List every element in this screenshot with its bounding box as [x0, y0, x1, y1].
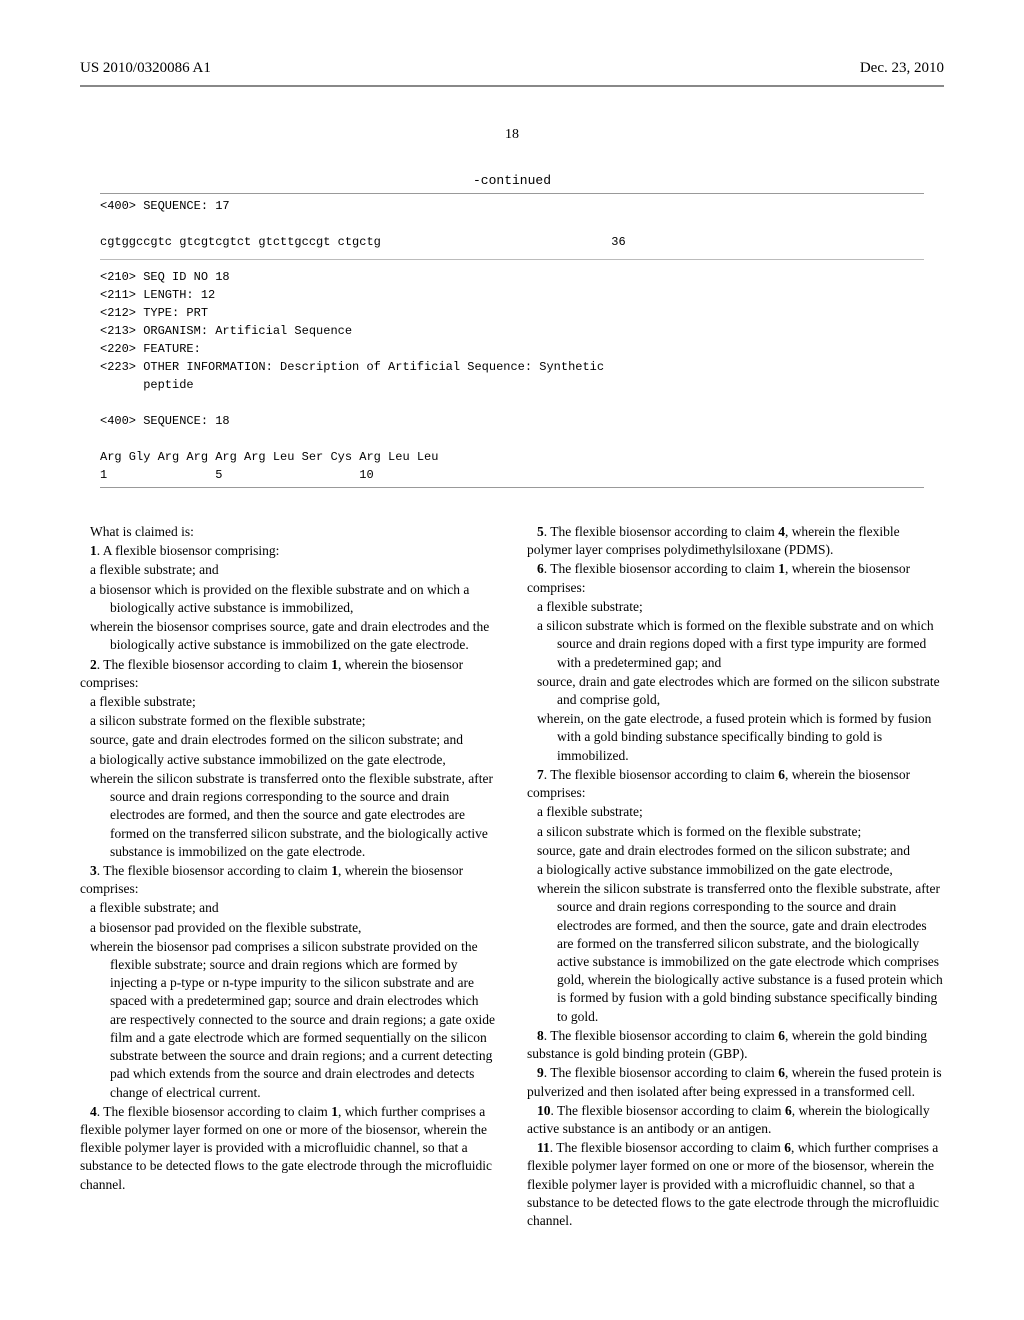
claim-11-num: 11 [537, 1140, 550, 1155]
claim-5-c: 4 [778, 524, 785, 539]
claims-intro: What is claimed is: [80, 523, 497, 541]
seq18-l6: <223> OTHER INFORMATION: Description of … [100, 360, 604, 374]
claim-2-l1: a flexible substrate; [80, 693, 497, 711]
claim-1: 1. A flexible biosensor comprising: [80, 542, 497, 560]
claim-8: 8. The flexible biosensor according to c… [527, 1027, 944, 1063]
claim-2-b: . The flexible biosensor according to cl… [97, 657, 331, 672]
seq-bottom-rule [100, 487, 924, 488]
right-column: 5. The flexible biosensor according to c… [527, 523, 944, 1231]
claim-11-b: . The flexible biosensor according to cl… [550, 1140, 784, 1155]
claim-3-l2: a biosensor pad provided on the flexible… [80, 919, 497, 937]
seq17-line1: <400> SEQUENCE: 17 [100, 199, 230, 213]
claim-6-l1: a flexible substrate; [527, 598, 944, 616]
header-rule [80, 85, 944, 87]
seq17-line2: cgtggccgtc gtcgtcgtct gtcttgccgt ctgctg … [100, 235, 626, 249]
claim-7-l4: a biologically active substance immobili… [527, 861, 944, 879]
seq18-l10: 1 5 10 [100, 468, 374, 482]
claim-7-b: . The flexible biosensor according to cl… [544, 767, 778, 782]
claim-9-num: 9 [537, 1065, 544, 1080]
claim-10-b: . The flexible biosensor according to cl… [551, 1103, 785, 1118]
claim-8-num: 8 [537, 1028, 544, 1043]
seq-sep-rule [100, 259, 924, 260]
claim-1-l1: a flexible substrate; and [80, 561, 497, 579]
claim-3-num: 3 [90, 863, 97, 878]
claim-3-l1: a flexible substrate; and [80, 899, 497, 917]
claim-1-num: 1 [90, 543, 97, 558]
claim-7-l5: wherein the silicon substrate is transfe… [527, 880, 944, 1026]
claim-10: 10. The flexible biosensor according to … [527, 1102, 944, 1138]
claim-3-l3: wherein the biosensor pad comprises a si… [80, 938, 497, 1102]
claim-2-c: 1 [331, 657, 338, 672]
claims-columns: What is claimed is: 1. A flexible biosen… [80, 523, 944, 1231]
claim-2-num: 2 [90, 657, 97, 672]
claim-8-c: 6 [778, 1028, 785, 1043]
claim-9: 9. The flexible biosensor according to c… [527, 1064, 944, 1100]
sequence-block-18: <210> SEQ ID NO 18 <211> LENGTH: 12 <212… [80, 268, 944, 484]
claim-8-b: . The flexible biosensor according to cl… [544, 1028, 778, 1043]
seq18-l4: <213> ORGANISM: Artificial Sequence [100, 324, 352, 338]
claim-7-l3: source, gate and drain electrodes formed… [527, 842, 944, 860]
claim-4-num: 4 [90, 1104, 97, 1119]
claim-1-l3: wherein the biosensor comprises source, … [80, 618, 497, 654]
seq18-l5: <220> FEATURE: [100, 342, 201, 356]
claim-6-l4: wherein, on the gate electrode, a fused … [527, 710, 944, 765]
claim-7-c: 6 [778, 767, 785, 782]
claim-4-c: 1 [331, 1104, 338, 1119]
seq18-l2: <211> LENGTH: 12 [100, 288, 215, 302]
claim-10-c: 6 [785, 1103, 792, 1118]
publication-number: US 2010/0320086 A1 [80, 60, 211, 77]
seq18-l3: <212> TYPE: PRT [100, 306, 208, 320]
claim-2-l5: wherein the silicon substrate is transfe… [80, 770, 497, 861]
claim-9-b: . The flexible biosensor according to cl… [544, 1065, 778, 1080]
claim-5-num: 5 [537, 524, 544, 539]
claim-6-c: 1 [778, 561, 785, 576]
seq-top-rule [100, 193, 924, 194]
claim-5-b: . The flexible biosensor according to cl… [544, 524, 778, 539]
seq18-l8: <400> SEQUENCE: 18 [100, 414, 230, 428]
claim-10-num: 10 [537, 1103, 551, 1118]
claim-6-l2: a silicon substrate which is formed on t… [527, 617, 944, 672]
claim-5: 5. The flexible biosensor according to c… [527, 523, 944, 559]
seq18-l7: peptide [100, 378, 194, 392]
claim-11: 11. The flexible biosensor according to … [527, 1139, 944, 1230]
continued-label: -continued [80, 173, 944, 188]
claim-7-l2: a silicon substrate which is formed on t… [527, 823, 944, 841]
claim-4-b: . The flexible biosensor according to cl… [97, 1104, 331, 1119]
claim-3: 3. The flexible biosensor according to c… [80, 862, 497, 898]
claim-6: 6. The flexible biosensor according to c… [527, 560, 944, 596]
claim-7-l1: a flexible substrate; [527, 803, 944, 821]
claim-2: 2. The flexible biosensor according to c… [80, 656, 497, 692]
claim-2-l4: a biologically active substance immobili… [80, 751, 497, 769]
left-column: What is claimed is: 1. A flexible biosen… [80, 523, 497, 1231]
claim-6-l3: source, drain and gate electrodes which … [527, 673, 944, 709]
claim-1-text: . A flexible biosensor comprising: [97, 543, 280, 558]
page-header: US 2010/0320086 A1 Dec. 23, 2010 [80, 60, 944, 77]
sequence-block-17: <400> SEQUENCE: 17 cgtggccgtc gtcgtcgtct… [80, 197, 944, 251]
seq18-l1: <210> SEQ ID NO 18 [100, 270, 230, 284]
publication-date: Dec. 23, 2010 [860, 60, 944, 77]
claim-9-c: 6 [778, 1065, 785, 1080]
claim-1-l2: a biosensor which is provided on the fle… [80, 581, 497, 617]
seq18-l9: Arg Gly Arg Arg Arg Arg Leu Ser Cys Arg … [100, 450, 438, 464]
claim-6-num: 6 [537, 561, 544, 576]
claim-3-c: 1 [331, 863, 338, 878]
claim-4: 4. The flexible biosensor according to c… [80, 1103, 497, 1194]
claim-7: 7. The flexible biosensor according to c… [527, 766, 944, 802]
claim-7-num: 7 [537, 767, 544, 782]
claim-11-c: 6 [784, 1140, 791, 1155]
claim-6-b: . The flexible biosensor according to cl… [544, 561, 778, 576]
claim-2-l2: a silicon substrate formed on the flexib… [80, 712, 497, 730]
claim-2-l3: source, gate and drain electrodes formed… [80, 731, 497, 749]
claim-3-b: . The flexible biosensor according to cl… [97, 863, 331, 878]
page-number: 18 [80, 127, 944, 143]
